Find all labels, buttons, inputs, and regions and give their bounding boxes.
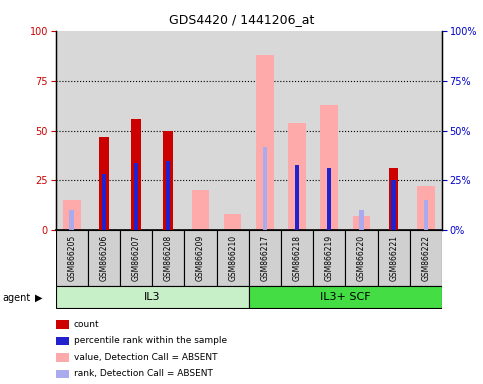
Text: value, Detection Call = ABSENT: value, Detection Call = ABSENT [74, 353, 217, 362]
Text: GSM866222: GSM866222 [421, 235, 430, 281]
FancyBboxPatch shape [152, 230, 185, 286]
Text: GDS4420 / 1441206_at: GDS4420 / 1441206_at [169, 13, 314, 26]
Text: count: count [74, 320, 99, 329]
FancyBboxPatch shape [249, 230, 281, 286]
Bar [288, 122, 306, 230]
Text: ▶: ▶ [35, 293, 43, 303]
Text: GSM866210: GSM866210 [228, 235, 237, 281]
Bar [359, 210, 364, 230]
FancyBboxPatch shape [88, 230, 120, 286]
Text: GSM866221: GSM866221 [389, 235, 398, 281]
FancyBboxPatch shape [56, 286, 249, 308]
Bar [70, 210, 74, 230]
Text: agent: agent [2, 293, 30, 303]
Text: percentile rank within the sample: percentile rank within the sample [74, 336, 227, 345]
Bar [327, 169, 331, 230]
FancyBboxPatch shape [378, 230, 410, 286]
Text: GSM866207: GSM866207 [131, 235, 141, 281]
FancyBboxPatch shape [249, 286, 442, 308]
Text: rank, Detection Call = ABSENT: rank, Detection Call = ABSENT [74, 369, 213, 378]
Bar [63, 200, 81, 230]
FancyBboxPatch shape [410, 230, 442, 286]
FancyBboxPatch shape [313, 230, 345, 286]
Text: IL3+ SCF: IL3+ SCF [320, 291, 370, 301]
Text: GSM866218: GSM866218 [293, 235, 301, 281]
FancyBboxPatch shape [345, 230, 378, 286]
Bar [166, 161, 170, 230]
Bar [353, 217, 370, 230]
Text: GSM866217: GSM866217 [260, 235, 270, 281]
FancyBboxPatch shape [185, 230, 216, 286]
Bar [295, 164, 299, 230]
Bar [192, 190, 209, 230]
Bar [320, 104, 338, 230]
Text: GSM866219: GSM866219 [325, 235, 334, 281]
FancyBboxPatch shape [216, 230, 249, 286]
Bar [256, 55, 274, 230]
FancyBboxPatch shape [281, 230, 313, 286]
Bar [224, 214, 242, 230]
Text: GSM866208: GSM866208 [164, 235, 173, 281]
Text: GSM866220: GSM866220 [357, 235, 366, 281]
Bar [424, 200, 428, 230]
Bar [99, 137, 109, 230]
FancyBboxPatch shape [56, 230, 88, 286]
Text: GSM866206: GSM866206 [99, 235, 108, 281]
Bar [134, 162, 138, 230]
FancyBboxPatch shape [120, 230, 152, 286]
Text: GSM866209: GSM866209 [196, 235, 205, 281]
Text: GSM866205: GSM866205 [67, 235, 76, 281]
Bar [101, 174, 106, 230]
Text: IL3: IL3 [144, 291, 160, 301]
Bar [163, 131, 173, 230]
Bar [263, 147, 267, 230]
Bar [391, 180, 396, 230]
Bar [131, 119, 141, 230]
Bar [389, 169, 398, 230]
Bar [417, 187, 435, 230]
